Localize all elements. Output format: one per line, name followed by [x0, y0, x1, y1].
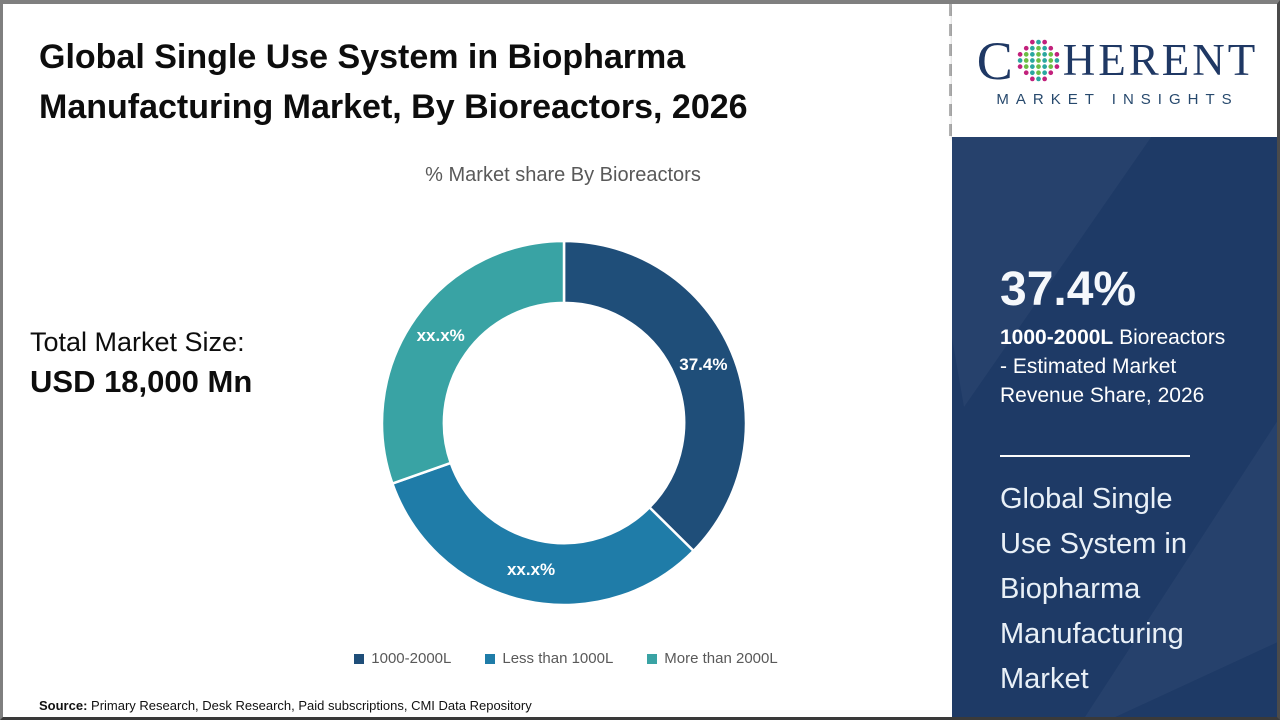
logo-subtitle: MARKET INSIGHTS [996, 90, 1239, 108]
donut-segment-0 [562, 239, 748, 553]
globe-dot [1042, 39, 1047, 45]
slice-label: xx.x% [506, 560, 556, 580]
globe-dot [1035, 52, 1041, 57]
donut-segment-2 [380, 239, 566, 486]
globe-dot [1029, 70, 1035, 76]
panel-market-title: Global Single Use System in Biopharma Ma… [1000, 483, 1187, 695]
chart-legend: 1000-2000L Less than 1000L More than 200… [180, 650, 952, 667]
source-label: Source: [39, 698, 88, 713]
globe-dot [1048, 52, 1053, 57]
logo-letters-herent: HERENT [1062, 35, 1259, 85]
stat-description: 1000-2000L Bioreactors - Estimated Marke… [1000, 323, 1236, 410]
legend-label: 1000-2000L [371, 650, 452, 667]
globe-dot [1035, 64, 1041, 69]
globe-dot [1042, 52, 1047, 57]
globe-dot [1029, 58, 1035, 63]
dashed-separator [949, 4, 952, 144]
legend-item-1000-2000l: 1000-2000L [354, 650, 451, 667]
globe-dot [1029, 52, 1035, 57]
source-text: Primary Research, Desk Research, Paid su… [87, 698, 532, 713]
globe-dot [1029, 45, 1035, 51]
donut-chart: 37.4% xx.x% xx.x% [374, 233, 754, 613]
globe-dot [1048, 70, 1053, 76]
globe-dot [1035, 39, 1041, 45]
globe-dots-icon [1017, 39, 1060, 82]
globe-dot [1042, 70, 1047, 76]
donut-segment-1 [390, 461, 696, 607]
globe-dot [1035, 58, 1041, 63]
globe-dot [1054, 64, 1060, 69]
globe-dot [1042, 64, 1047, 69]
legend-label: More than 2000L [664, 650, 778, 667]
page-title-line1: Global Single Use System in Biopharma [39, 38, 686, 76]
globe-dot [1023, 70, 1029, 76]
globe-dot [1029, 39, 1035, 45]
legend-swatch-icon [485, 653, 496, 664]
total-market-size-value: USD 18,000 Mn [30, 364, 253, 399]
globe-dot [1048, 58, 1053, 63]
stat-description-bold: 1000-2000L [1000, 326, 1114, 349]
globe-dot [1029, 64, 1035, 69]
stat-value: 37.4% [1000, 263, 1137, 316]
legend-item-less-than-1000l: Less than 1000L [485, 650, 613, 667]
globe-dot [1035, 76, 1041, 82]
source-line: Source: Primary Research, Desk Research,… [39, 698, 532, 713]
legend-swatch-icon [647, 653, 658, 664]
sidebar: C HERENT MARKET INSIGHTS 37.4% 1000-2000… [952, 4, 1277, 717]
globe-dot [1042, 58, 1047, 63]
globe-dot [1017, 64, 1023, 69]
globe-dot [1048, 64, 1053, 69]
brand-logo-wordmark: C HERENT [977, 34, 1259, 88]
globe-dot [1029, 76, 1035, 82]
globe-dot [1023, 58, 1029, 63]
globe-dot [1023, 45, 1029, 51]
total-market-size-label: Total Market Size: [30, 327, 245, 357]
brand-logo: C HERENT MARKET INSIGHTS [952, 4, 1277, 137]
globe-dot [1023, 64, 1029, 69]
globe-dot [1048, 45, 1053, 51]
slice-label: xx.x% [416, 325, 465, 345]
sidebar-panel: 37.4% 1000-2000L Bioreactors - Estimated… [952, 137, 1277, 717]
page-title-line2: Manufacturing Market, By Bioreactors, 20… [39, 88, 748, 126]
legend-item-more-than-2000l: More than 2000L [647, 650, 778, 667]
slice-label: 37.4% [679, 354, 728, 374]
page-title: Global Single Use System in Biopharma Ma… [39, 32, 919, 132]
globe-dot [1054, 52, 1060, 57]
stat-description-rest: Bioreactors - Estimated Market Revenue S… [1000, 326, 1226, 407]
panel-divider [1000, 455, 1190, 457]
globe-dot [1035, 70, 1041, 76]
logo-letter-c: C [976, 30, 1013, 91]
chart-title: % Market share By Bioreactors [425, 164, 701, 186]
globe-dot [1042, 76, 1047, 82]
legend-swatch-icon [354, 653, 365, 664]
total-market-size-block: Total Market Size: USD 18,000 Mn [30, 327, 252, 400]
globe-dot [1023, 52, 1029, 57]
legend-label: Less than 1000L [502, 650, 614, 667]
globe-dot [1054, 58, 1060, 63]
globe-dot [1017, 52, 1023, 57]
globe-dot [1035, 45, 1041, 51]
globe-dot [1042, 45, 1047, 51]
globe-dot [1017, 58, 1023, 63]
donut-chart-svg [380, 239, 748, 607]
